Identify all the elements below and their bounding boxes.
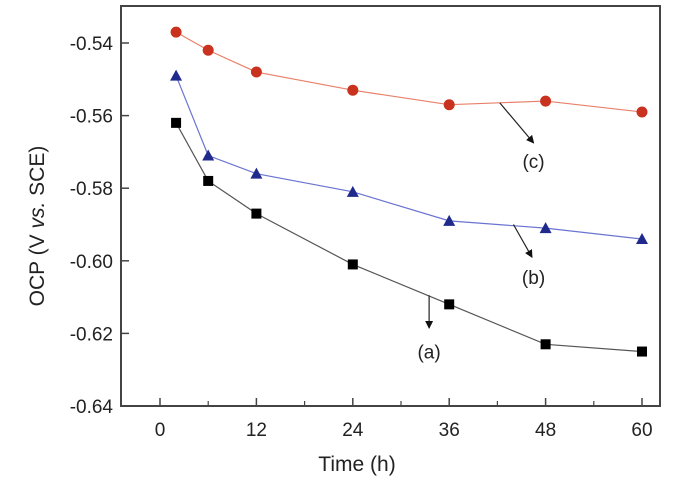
data-point-square xyxy=(540,339,551,350)
data-point-square xyxy=(444,299,455,310)
y-tick-label: -0.64 xyxy=(70,397,114,418)
data-point-triangle xyxy=(636,233,648,245)
series-layer xyxy=(170,26,648,357)
data-point-circle xyxy=(202,44,214,56)
x-tick-label: 36 xyxy=(439,420,460,441)
y-tick-label: -0.54 xyxy=(70,34,114,55)
y-axis-title-part-3: SCE) xyxy=(26,146,49,202)
y-axis-title-part-1: OCP (V xyxy=(26,229,49,307)
x-axis-title: Time (h) xyxy=(318,453,395,476)
annotation-label: (a) xyxy=(417,343,440,364)
y-tick-label: -0.58 xyxy=(70,179,113,200)
data-point-circle xyxy=(170,26,182,38)
y-axis-title: OCP (V vs. SCE) xyxy=(26,146,49,307)
annotation-arrow xyxy=(512,224,533,259)
data-point-circle xyxy=(250,66,262,78)
series-c xyxy=(170,26,648,118)
data-point-circle xyxy=(636,106,648,118)
ticks: -0.54 -0.56 -0.58 -0.60 -0.62 -0.64 0 12 24 36 48 6… xyxy=(70,34,653,441)
x-tick-label: 48 xyxy=(535,420,556,441)
y-tick-label: -0.56 xyxy=(70,107,113,128)
data-point-triangle xyxy=(202,149,215,161)
y-tick-label: -0.62 xyxy=(70,324,113,345)
plot-frame xyxy=(120,5,661,407)
data-point-square xyxy=(637,346,647,357)
x-tick-label: 12 xyxy=(246,420,267,441)
data-point-circle xyxy=(443,99,455,111)
series-b xyxy=(170,69,648,245)
series-line xyxy=(175,122,643,353)
data-point-square xyxy=(203,175,214,186)
data-point-square xyxy=(347,259,358,270)
series-a xyxy=(171,117,647,357)
data-point-circle xyxy=(347,84,359,96)
data-point-triangle xyxy=(539,222,552,234)
annotation-arrow xyxy=(499,102,535,144)
data-point-triangle xyxy=(346,185,359,197)
series-line xyxy=(175,75,643,240)
axes xyxy=(120,5,661,407)
x-tick-label: 24 xyxy=(342,420,364,441)
data-point-square xyxy=(171,117,182,128)
annotation-label: (b) xyxy=(522,268,545,289)
data-point-triangle xyxy=(170,69,183,81)
x-tick-label: 60 xyxy=(631,420,652,441)
y-tick-label: -0.60 xyxy=(70,252,113,273)
x-tick-label: 0 xyxy=(155,420,166,441)
data-point-square xyxy=(251,208,262,219)
annotation-label: (c) xyxy=(522,152,544,173)
y-axis-title-part-2: vs. xyxy=(26,202,49,229)
data-point-circle xyxy=(540,95,552,107)
series-line xyxy=(175,31,643,113)
data-point-triangle xyxy=(443,214,456,226)
annotations: (a) (b) (c) xyxy=(417,102,545,364)
data-point-triangle xyxy=(250,167,263,179)
